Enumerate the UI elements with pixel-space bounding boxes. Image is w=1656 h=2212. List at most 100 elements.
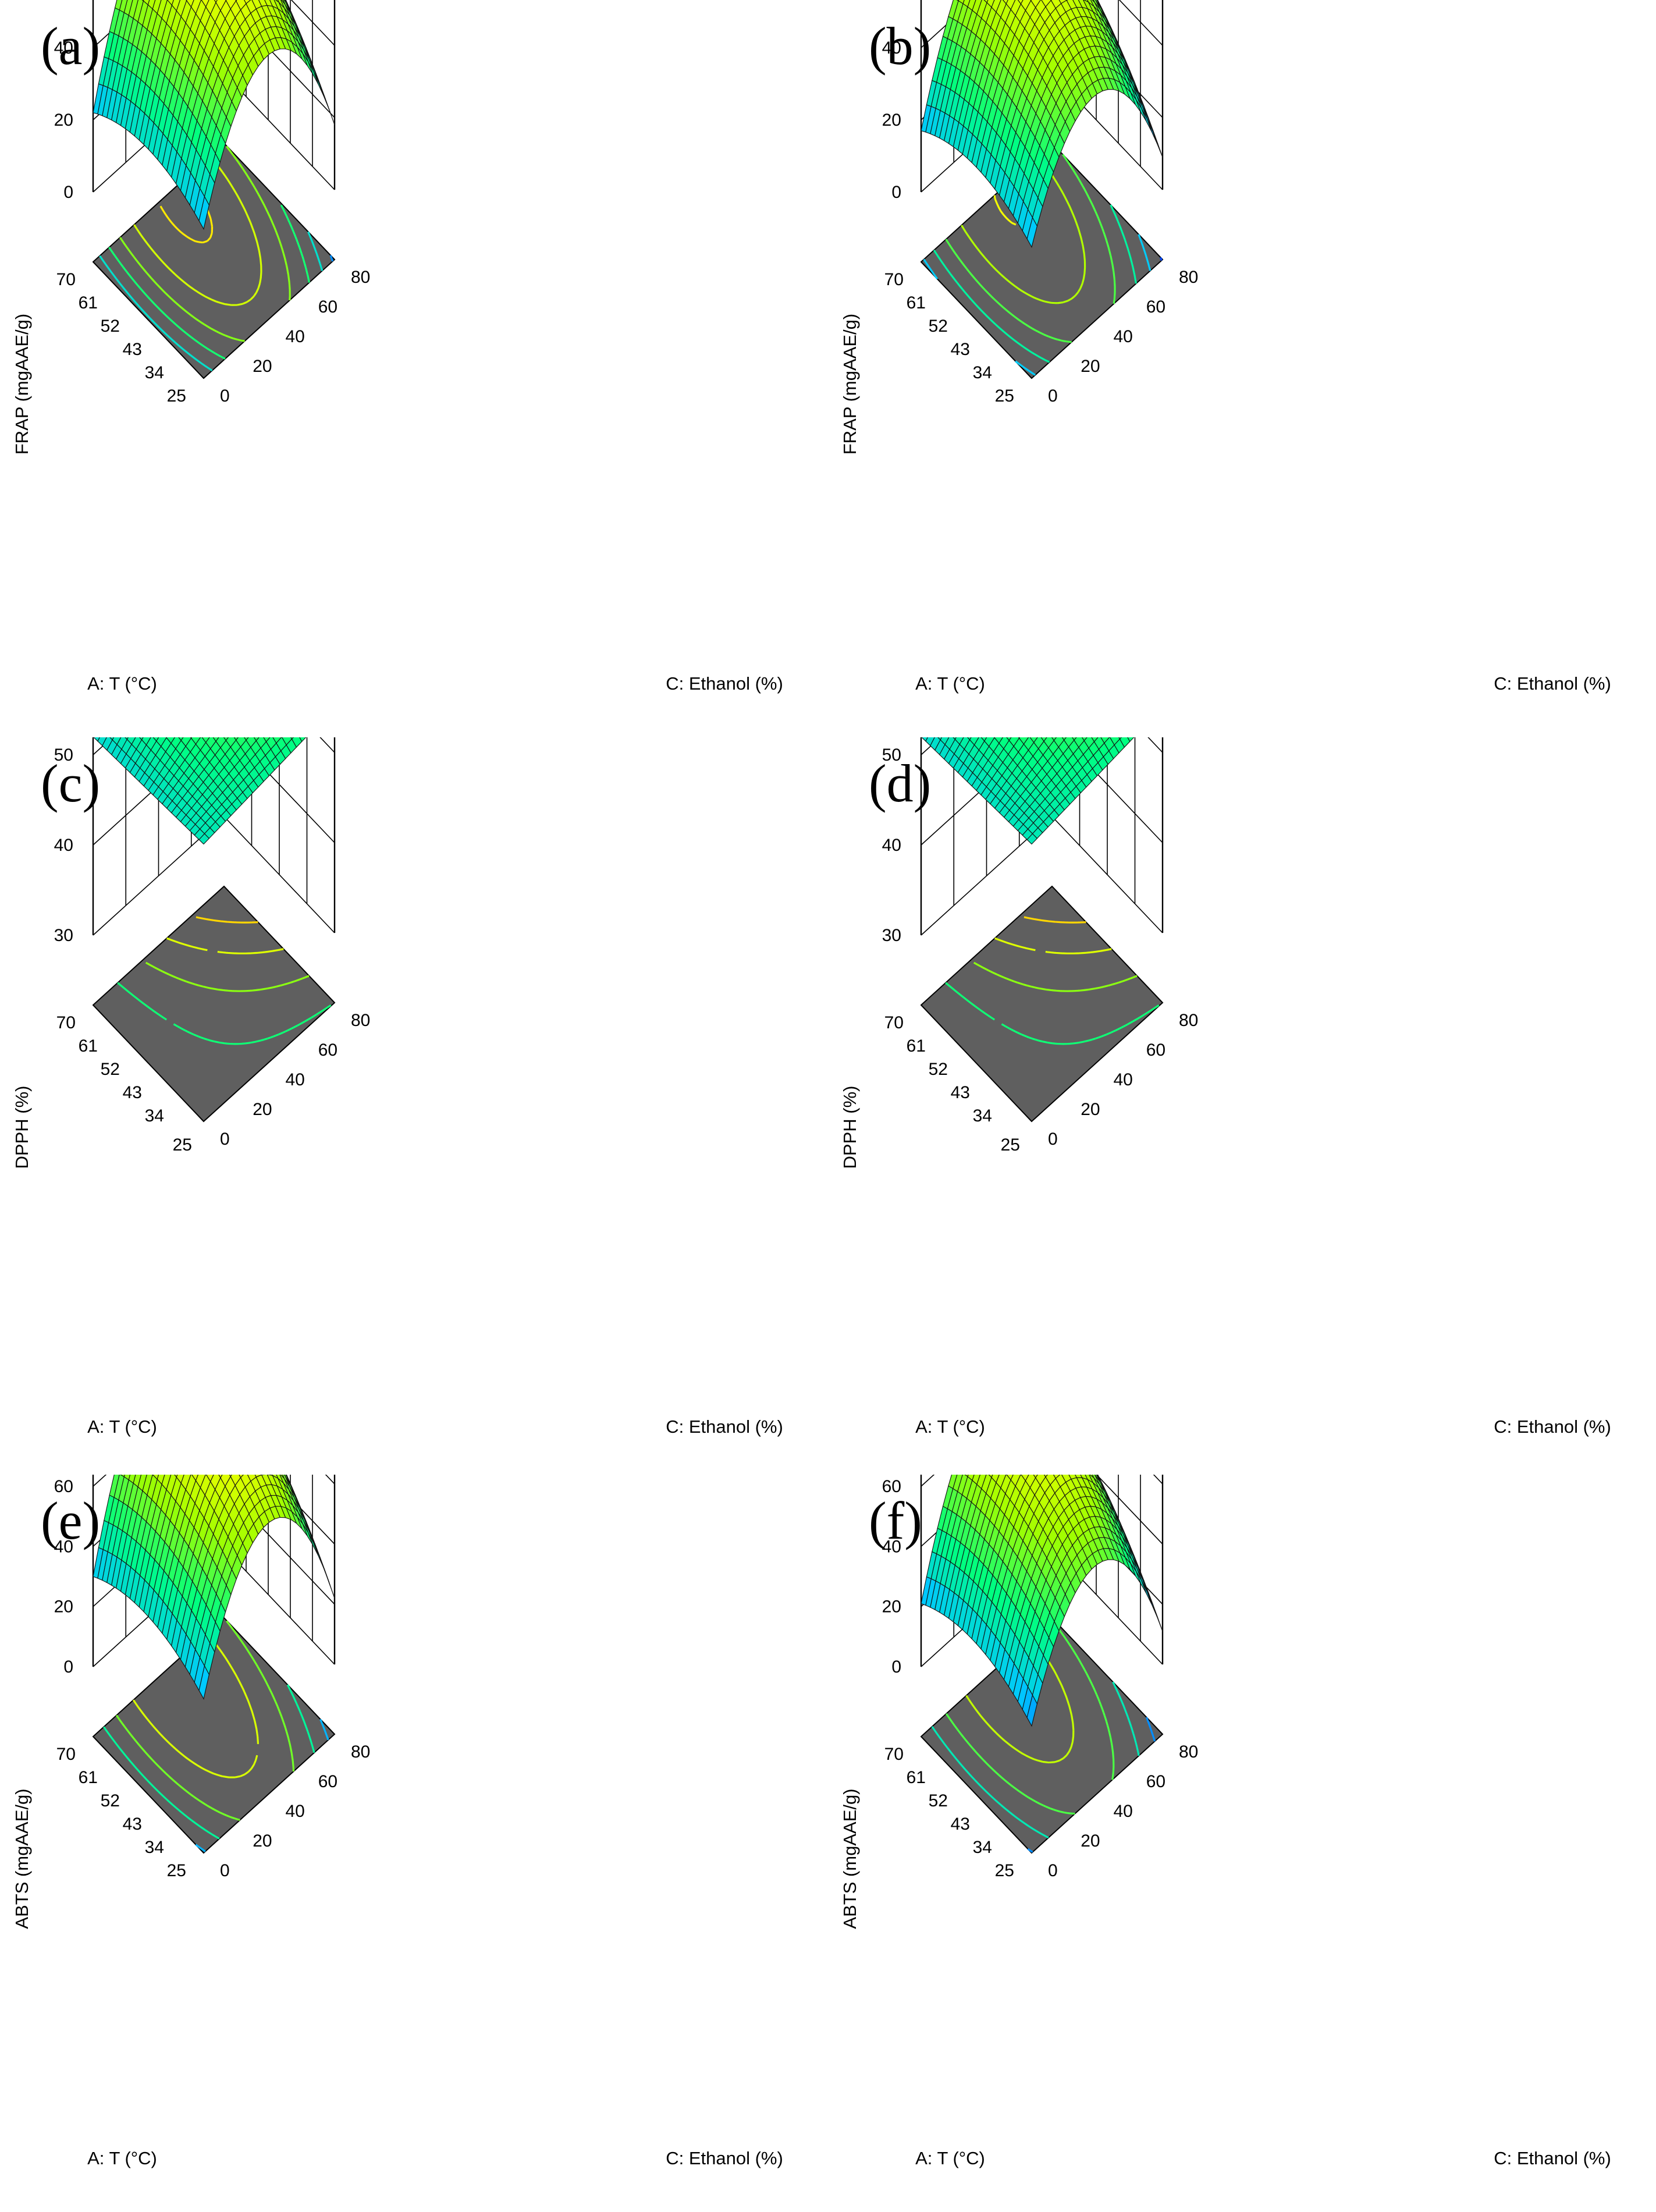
contour-line bbox=[945, 1618, 1115, 1815]
contour-line bbox=[133, 155, 262, 306]
axes-box: 020406080100 bbox=[54, 0, 336, 379]
x-axis-label: A: T (°C) bbox=[915, 673, 985, 694]
y-tick-label: 80 bbox=[351, 1011, 370, 1030]
y-tick-label: 20 bbox=[253, 357, 272, 376]
z-tick-label: 60 bbox=[882, 1477, 901, 1496]
surface-mesh bbox=[93, 0, 335, 230]
x-tick-label: 70 bbox=[56, 1745, 76, 1764]
x-tick-label: 52 bbox=[929, 317, 948, 336]
contour-line bbox=[115, 1620, 295, 1821]
x-tick-label: 25 bbox=[995, 386, 1014, 406]
contour-line bbox=[1160, 257, 1163, 261]
y-tick-label: 80 bbox=[1179, 268, 1198, 287]
surface-mesh bbox=[921, 0, 1163, 248]
x-tick-label: 61 bbox=[79, 293, 98, 313]
z-tick-label: 40 bbox=[882, 1537, 901, 1556]
surface-cell bbox=[1006, 737, 1012, 741]
y-tick-label: 40 bbox=[1114, 1070, 1133, 1089]
surface-cell bbox=[1026, 1694, 1037, 1727]
labels: (e) ABTS (mgAAE/g) A: T (°C) C: Ethanol (%) bbox=[12, 1491, 783, 2168]
x-tick-label: 61 bbox=[907, 1036, 926, 1056]
surface-cell bbox=[212, 737, 219, 742]
z-tick-label: 40 bbox=[54, 38, 73, 58]
z-tick-label: 20 bbox=[882, 1597, 901, 1617]
contour-line bbox=[119, 145, 291, 342]
labels: (a) FRAP (mgAAE/g) A: T (°C) C: Ethanol (%) bbox=[12, 16, 783, 694]
x-axis-label: A: T (°C) bbox=[915, 2148, 985, 2168]
contour-line bbox=[994, 937, 1112, 954]
panel-label: (a) bbox=[41, 16, 100, 76]
x-axis-label: A: T (°C) bbox=[915, 1416, 985, 1437]
y-tick-label: 80 bbox=[1179, 1742, 1198, 1762]
x-axis-label: A: T (°C) bbox=[87, 2148, 157, 2168]
surface-cell bbox=[1017, 0, 1024, 5]
z-tick-label: 0 bbox=[891, 1657, 901, 1677]
z-tick-label: 20 bbox=[54, 1597, 73, 1617]
contour-line bbox=[166, 937, 284, 954]
surface-cell bbox=[1033, 1475, 1038, 1479]
z-tick-label: 40 bbox=[54, 836, 73, 855]
panel-b: 020406080100706152433425020406080(b)FRAP… bbox=[828, 0, 1656, 737]
surface-cell bbox=[198, 1665, 209, 1700]
panel-e: 020406080100120706152433425020406080(e)A… bbox=[0, 1475, 828, 2212]
surface-mesh bbox=[921, 1475, 1163, 1727]
y-tick-label: 20 bbox=[1081, 1100, 1100, 1119]
x-tick-label: 70 bbox=[884, 1013, 904, 1032]
y-tick-label: 20 bbox=[1081, 357, 1100, 376]
z-tick-label: 30 bbox=[54, 926, 73, 945]
x-axis-label: A: T (°C) bbox=[87, 1416, 157, 1437]
x-tick-label: 61 bbox=[907, 1768, 926, 1787]
y-tick-label: 0 bbox=[1048, 1861, 1058, 1880]
y-tick-label: 40 bbox=[286, 1070, 305, 1089]
chart-svg: 3040506070706152433425020406080(c)DPPH (… bbox=[12, 737, 783, 1437]
contour-group bbox=[99, 145, 334, 372]
chart-svg: 3040506070706152433425020406080(d)DPPH (… bbox=[840, 737, 1611, 1437]
z-tick-label: 0 bbox=[63, 183, 73, 202]
panel-label: (f) bbox=[869, 1491, 922, 1550]
x-tick-label: 52 bbox=[101, 1791, 120, 1810]
contour-line bbox=[945, 982, 1160, 1045]
z-axis-label: FRAP (mgAAE/g) bbox=[12, 314, 32, 455]
y-tick-label: 60 bbox=[318, 297, 337, 317]
labels: (b) FRAP (mgAAE/g) A: T (°C) C: Ethanol (%) bbox=[840, 16, 1611, 694]
x-tick-label: 25 bbox=[995, 1861, 1014, 1880]
labels: (c) DPPH (%) A: T (°C) C: Ethanol (%) bbox=[12, 754, 783, 1437]
z-axis-label: FRAP (mgAAE/g) bbox=[840, 314, 860, 455]
y-tick-label: 80 bbox=[351, 268, 370, 287]
panel-label: (b) bbox=[869, 16, 931, 76]
x-tick-label: 52 bbox=[929, 1791, 948, 1810]
z-tick-label: 50 bbox=[54, 745, 73, 765]
x-tick-label: 43 bbox=[951, 1815, 970, 1834]
floor-plane bbox=[92, 885, 336, 1123]
z-tick-label: 50 bbox=[882, 745, 901, 765]
z-axis-label: ABTS (mgAAE/g) bbox=[12, 1788, 32, 1929]
y-tick-label: 0 bbox=[1048, 386, 1058, 406]
floor-plane bbox=[920, 885, 1164, 1123]
x-tick-label: 34 bbox=[973, 363, 992, 382]
chart-svg: 020406080100120706152433425020406080(f)A… bbox=[840, 1475, 1611, 2168]
y-tick-label: 40 bbox=[1114, 1802, 1133, 1821]
y-tick-label: 0 bbox=[220, 1130, 230, 1149]
y-tick-label: 0 bbox=[220, 1861, 230, 1880]
y-tick-label: 80 bbox=[1179, 1011, 1198, 1030]
contour-line bbox=[945, 154, 1116, 343]
contour-line bbox=[99, 231, 324, 372]
contour-line bbox=[159, 177, 214, 244]
z-tick-label: 30 bbox=[882, 926, 901, 945]
z-gridline bbox=[921, 737, 1163, 846]
surface-mesh bbox=[93, 737, 307, 845]
surface-cell bbox=[198, 196, 209, 230]
y-axis-label: C: Ethanol (%) bbox=[666, 1416, 783, 1437]
surface-cell bbox=[218, 1475, 223, 1479]
x-tick-label: 43 bbox=[951, 340, 970, 359]
surface-cell bbox=[1127, 737, 1135, 743]
y-tick-label: 20 bbox=[253, 1100, 272, 1119]
x-tick-label: 70 bbox=[56, 270, 76, 289]
panel-label: (c) bbox=[41, 754, 100, 813]
z-axis-label: DPPH (%) bbox=[840, 1086, 860, 1169]
x-tick-label: 70 bbox=[884, 1745, 904, 1764]
axes-box: 30 40 50 60 70 bbox=[54, 737, 336, 1123]
y-axis-label: C: Ethanol (%) bbox=[666, 673, 783, 694]
panel-a: 020406080100706152433425020406080(a)FRAP… bbox=[0, 0, 828, 737]
